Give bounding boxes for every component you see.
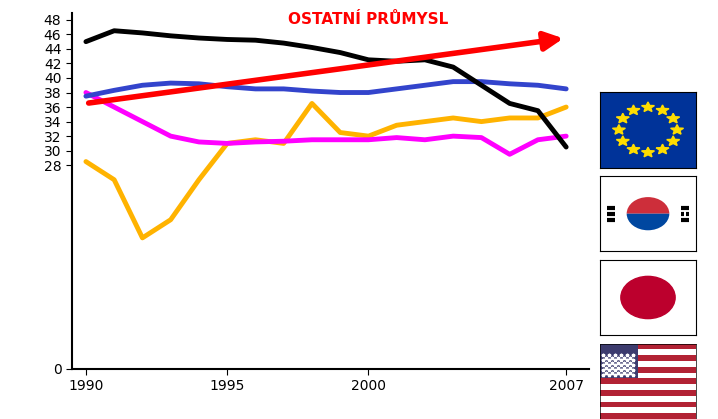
Polygon shape bbox=[627, 144, 640, 154]
Text: OSTATNÍ PRŮMYSL: OSTATNÍ PRŮMYSL bbox=[289, 12, 449, 27]
Polygon shape bbox=[671, 124, 684, 134]
Bar bbox=[600, 372, 696, 378]
Polygon shape bbox=[656, 105, 669, 114]
Bar bbox=[600, 344, 638, 378]
Polygon shape bbox=[642, 102, 654, 111]
Bar bbox=[600, 361, 696, 367]
Bar bbox=[600, 396, 696, 401]
Polygon shape bbox=[656, 144, 669, 154]
Bar bbox=[600, 390, 696, 396]
Bar bbox=[600, 401, 696, 407]
Bar bbox=[600, 378, 696, 384]
Polygon shape bbox=[627, 105, 640, 114]
Bar bbox=[600, 413, 696, 419]
Polygon shape bbox=[612, 124, 625, 134]
Wedge shape bbox=[627, 214, 669, 230]
Bar bbox=[600, 355, 696, 361]
Polygon shape bbox=[616, 113, 629, 123]
Polygon shape bbox=[642, 147, 654, 157]
Wedge shape bbox=[627, 197, 669, 214]
Polygon shape bbox=[616, 136, 629, 145]
Circle shape bbox=[621, 277, 675, 318]
Polygon shape bbox=[667, 113, 680, 123]
Bar bbox=[600, 367, 696, 372]
Bar bbox=[600, 344, 696, 349]
Bar bbox=[600, 349, 696, 355]
Polygon shape bbox=[667, 136, 680, 145]
Bar bbox=[600, 407, 696, 413]
Bar bbox=[600, 384, 696, 390]
